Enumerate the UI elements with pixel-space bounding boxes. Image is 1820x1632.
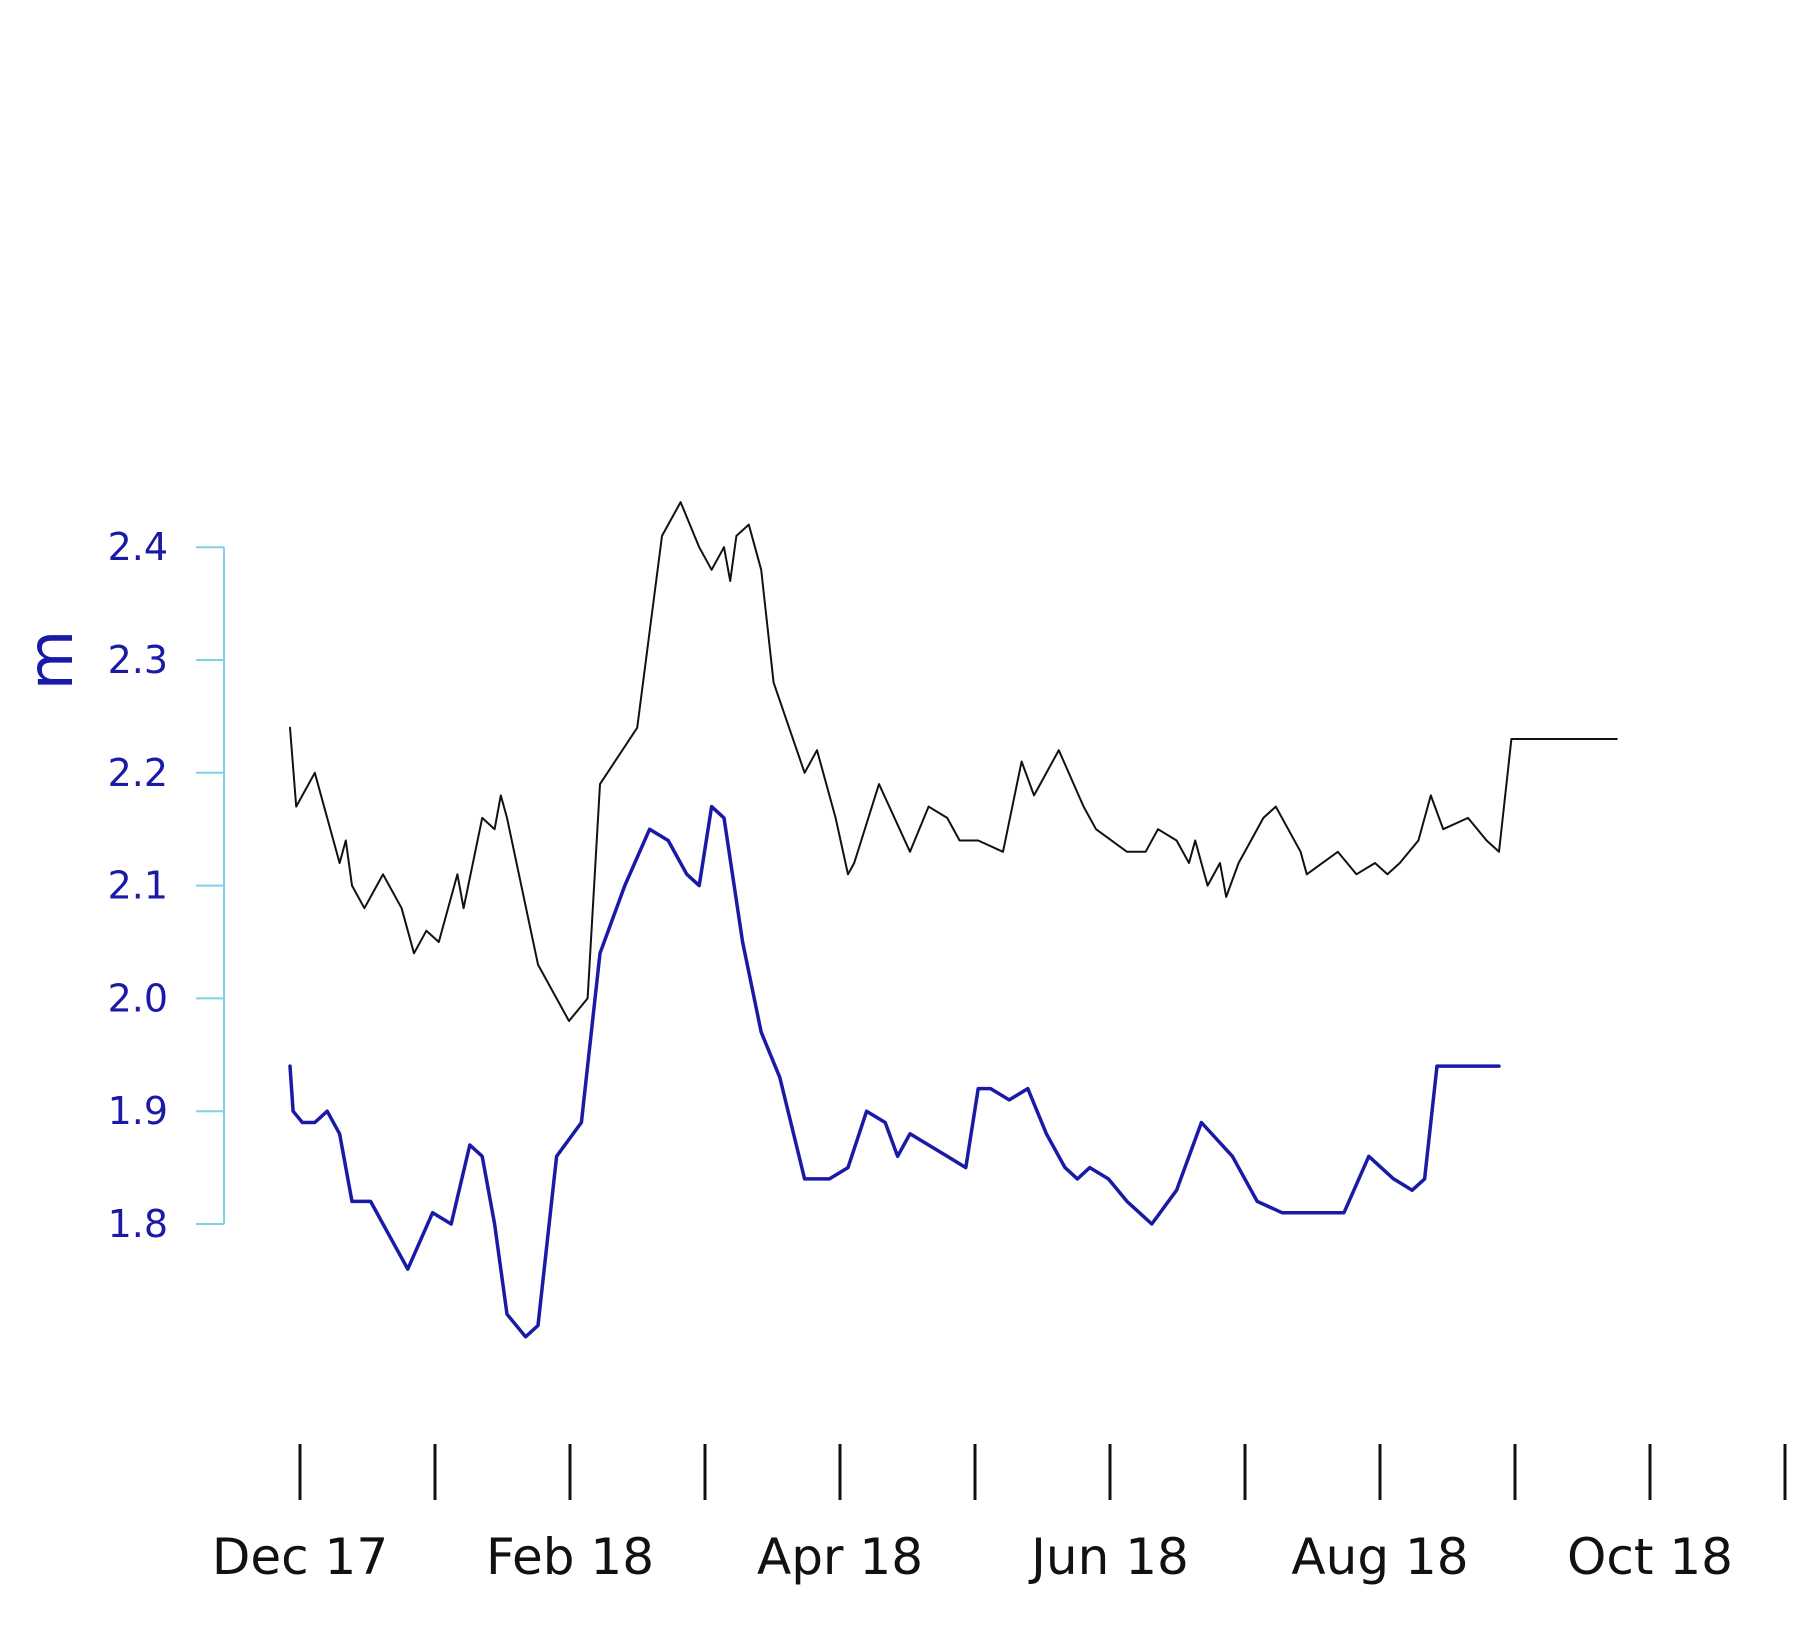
y-tick-label: 1.9 <box>108 1089 168 1133</box>
y-tick-label: 2.1 <box>108 864 168 908</box>
x-tick-label: Apr 18 <box>757 1528 923 1586</box>
x-axis-ticks: Dec 17 Feb 18 Apr 18 Jun 18 Aug 18 Oct 18 <box>212 1444 1787 1586</box>
series-group <box>288 501 1618 1339</box>
y-tick-label: 1.8 <box>108 1202 168 1246</box>
x-tick-label: Oct 18 <box>1567 1528 1733 1586</box>
y-axis-ticks: 1.8 1.9 2.0 2.1 2.2 2.3 2.4 <box>108 525 224 1246</box>
series-line-lower <box>288 804 1501 1339</box>
x-tick-label: Feb 18 <box>486 1528 654 1586</box>
series-line-upper <box>289 501 1618 1022</box>
y-tick-label: 2.2 <box>108 751 168 795</box>
y-tick-label: 2.3 <box>108 638 168 682</box>
y-tick-label: 2.0 <box>108 976 168 1020</box>
x-tick-label: Dec 17 <box>212 1528 388 1586</box>
y-axis-label: m <box>14 630 87 690</box>
y-tick-label: 2.4 <box>108 525 168 569</box>
x-tick-label: Jun 18 <box>1028 1528 1189 1586</box>
x-tick-label: Aug 18 <box>1291 1528 1468 1586</box>
